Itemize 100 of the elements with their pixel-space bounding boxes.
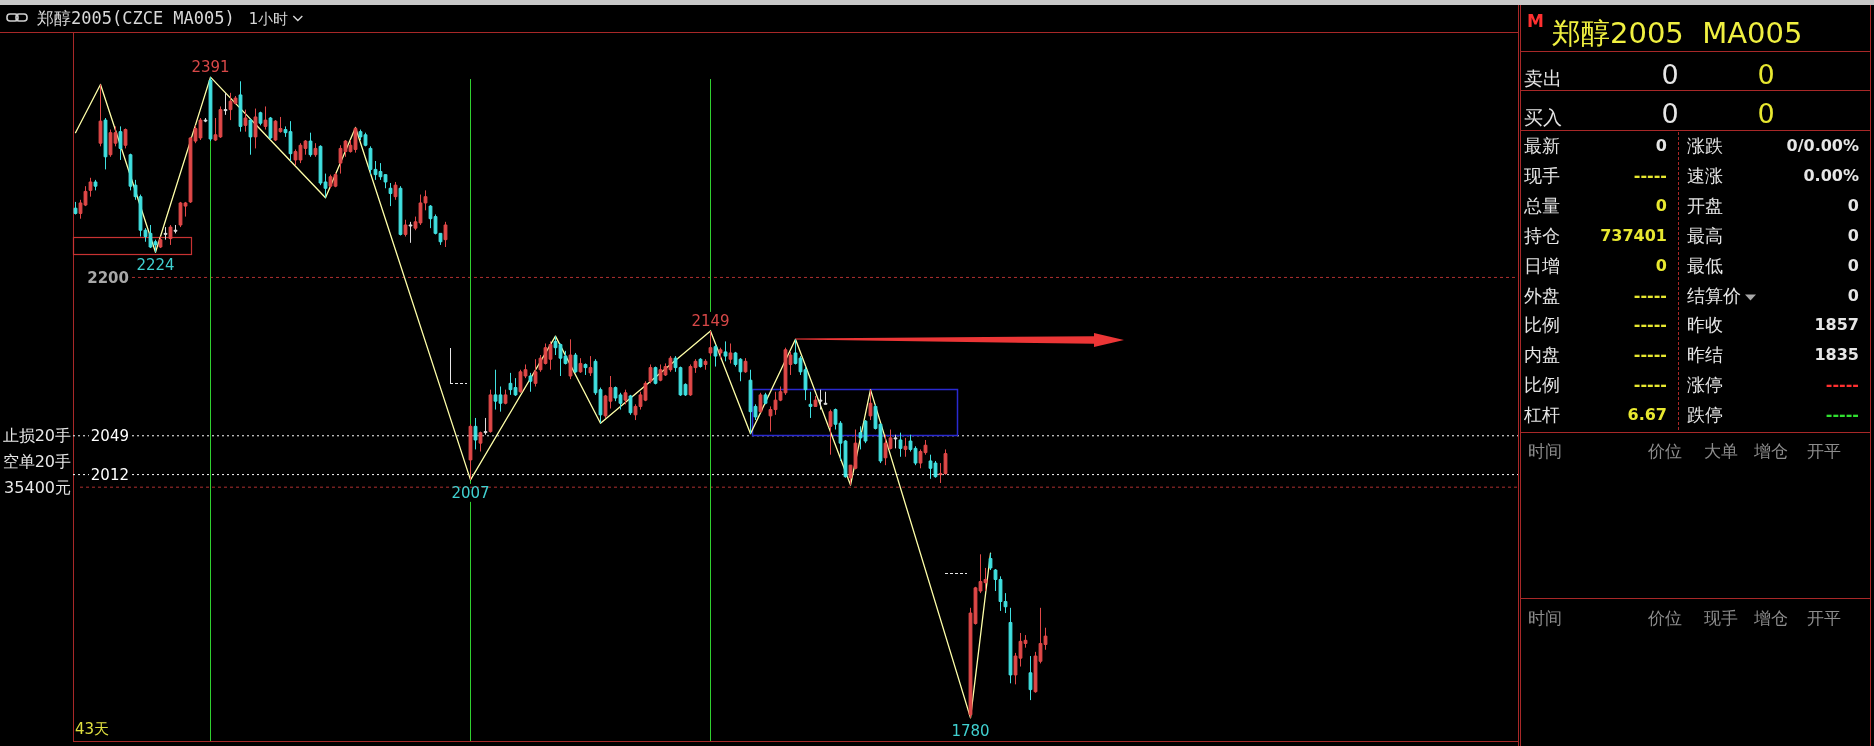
text: 0: [1847, 255, 1859, 275]
text: 昨收: [1687, 314, 1723, 336]
text: 持仓: [1524, 224, 1560, 246]
text: 结算价: [1687, 284, 1741, 306]
candlestick: [708, 330, 713, 357]
text: 0: [1847, 285, 1859, 305]
text: 35400元: [4, 478, 71, 498]
candlestick: [163, 226, 168, 241]
candlestick: [478, 431, 483, 453]
text: 时间: [1528, 608, 1562, 628]
candlestick: [103, 117, 108, 170]
text: 0: [1757, 59, 1775, 90]
candlestick: [823, 391, 828, 405]
text: 买入: [1524, 106, 1562, 128]
text: 1857: [1814, 315, 1859, 335]
candlestick: [253, 108, 258, 149]
text: 价位: [1647, 441, 1682, 461]
candlestick: [118, 125, 123, 161]
candlestick: [488, 389, 493, 434]
candlestick: [208, 76, 213, 142]
text: -----: [1633, 315, 1667, 335]
text: 0: [1655, 255, 1667, 275]
candlestick: [468, 423, 473, 481]
candlestick: [203, 117, 208, 123]
candlestick: [728, 343, 733, 364]
candlestick: [703, 358, 708, 371]
text: 涨跌: [1687, 135, 1723, 156]
candlestick: [398, 185, 403, 236]
candlestick: [263, 105, 268, 131]
text: M: [1527, 11, 1544, 31]
annotation: 43天: [75, 720, 110, 738]
candlestick: [648, 363, 653, 384]
text: 0: [1661, 59, 1679, 90]
candlestick: [868, 389, 873, 421]
candlestick: [238, 80, 243, 133]
candlestick: [653, 366, 658, 385]
candlestick: [258, 111, 263, 126]
text: 0.00%: [1803, 165, 1859, 185]
text: 跌停: [1687, 404, 1723, 426]
y-tick-label: 2200: [87, 268, 129, 287]
text: -----: [1633, 285, 1667, 305]
text: 比例: [1524, 314, 1560, 336]
text: 6.67: [1627, 405, 1667, 425]
text: 增仓: [1753, 608, 1788, 628]
text: 内盘: [1524, 344, 1560, 366]
candlestick: [123, 127, 128, 149]
candlestick: [243, 109, 248, 133]
y-tick-label: 2012: [90, 466, 129, 485]
candlestick: [718, 347, 723, 360]
text: 卖出: [1524, 67, 1562, 89]
candlestick: [588, 355, 593, 377]
text: 现手: [1704, 608, 1738, 628]
text: 0/0.00%: [1786, 136, 1859, 155]
candlestick: [388, 182, 393, 207]
candlestick: [408, 221, 413, 244]
candlestick: [158, 236, 163, 249]
candlestick: [628, 394, 633, 416]
text: 开平: [1807, 441, 1841, 461]
text: 外盘: [1524, 284, 1560, 306]
candlestick: [713, 344, 718, 368]
y-tick-label: 2049: [90, 427, 129, 446]
text: 0: [1655, 136, 1667, 155]
text: 737401: [1600, 225, 1667, 245]
text: 0: [1847, 195, 1859, 215]
text: 最低: [1687, 254, 1723, 276]
text: -----: [1825, 405, 1859, 425]
candlestick: [698, 357, 703, 369]
candlestick: [528, 372, 533, 393]
text: 比例: [1524, 374, 1560, 396]
ref-line-label: 止损20手: [2, 426, 71, 446]
text: 最高: [1687, 224, 1723, 246]
candlestick: [903, 437, 908, 458]
annotation: 2149: [691, 311, 730, 330]
candlestick: [88, 177, 93, 198]
candlestick: [988, 552, 993, 571]
text: 涨停: [1687, 374, 1723, 396]
text: -----: [1633, 345, 1667, 365]
text: 0: [1661, 98, 1679, 129]
candlestick: [583, 362, 588, 376]
text: 价位: [1647, 608, 1682, 628]
line-series: [74, 76, 992, 719]
candlestick: [533, 358, 538, 387]
candlestick: [473, 417, 478, 450]
text: 郑醇2005 MA005: [1552, 16, 1803, 50]
chart-title: 郑醇2005(CZCE MA005): [37, 8, 235, 28]
text: -----: [1633, 375, 1667, 395]
text: 大单: [1704, 441, 1738, 461]
candlestick: [758, 392, 763, 414]
candlestick: [1028, 655, 1033, 701]
text: 1835: [1814, 345, 1859, 365]
annotation: 1780: [951, 721, 990, 740]
candlestick: [393, 181, 398, 201]
candlestick: [568, 338, 573, 380]
text: 最新: [1524, 135, 1560, 156]
text: 现手: [1524, 164, 1560, 186]
candlestick: [893, 434, 898, 449]
chart-subtitle: 1小时: [248, 10, 289, 28]
candlestick: [813, 395, 818, 407]
candlestick: [573, 352, 578, 374]
annotation: 2224: [136, 256, 175, 275]
